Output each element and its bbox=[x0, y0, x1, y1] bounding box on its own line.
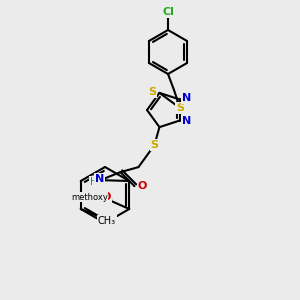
Text: O: O bbox=[102, 192, 111, 202]
Text: CH₃: CH₃ bbox=[98, 216, 116, 226]
Text: S: S bbox=[148, 87, 156, 97]
Text: S: S bbox=[150, 140, 158, 150]
Text: N: N bbox=[182, 93, 191, 103]
Text: N: N bbox=[95, 174, 104, 184]
Text: O: O bbox=[138, 181, 147, 191]
Text: S: S bbox=[176, 103, 184, 113]
Text: H: H bbox=[90, 177, 97, 187]
Text: methoxy: methoxy bbox=[71, 193, 108, 202]
Text: Cl: Cl bbox=[162, 7, 174, 17]
Text: N: N bbox=[182, 116, 191, 126]
